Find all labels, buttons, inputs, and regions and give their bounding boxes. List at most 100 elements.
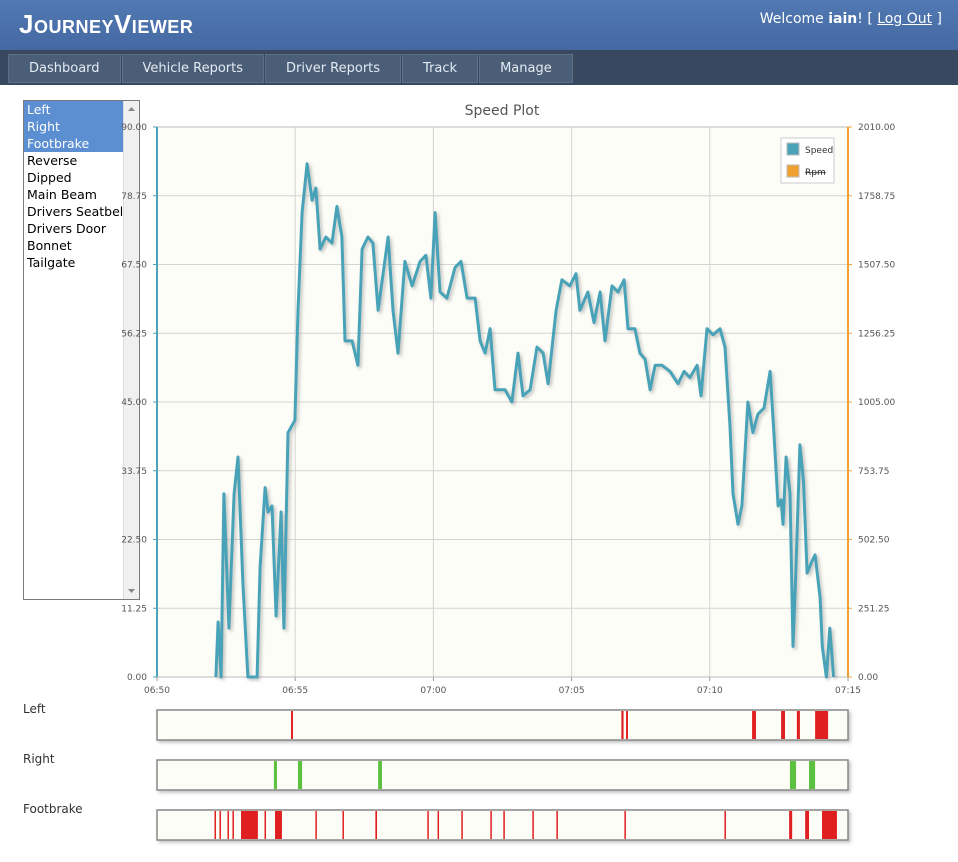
scroll-arrows — [128, 107, 135, 593]
chart-title: Speed Plot — [465, 103, 540, 119]
signal-item[interactable]: Drivers Seatbelt — [27, 204, 129, 219]
event-mark — [214, 811, 216, 839]
punct: [ — [867, 11, 873, 27]
x-tick-label: 07:15 — [835, 686, 861, 696]
y2-tick-label: 1758.75 — [858, 192, 895, 202]
y-tick-label: 22.50 — [121, 536, 147, 546]
chart: Speed Plot 0.00 11.25 22.50 33.75 45.00 56.25… — [23, 103, 895, 841]
x-tick-label: 07:00 — [420, 686, 446, 696]
signal-item[interactable]: Left — [24, 101, 123, 118]
signal-item[interactable]: Footbrake — [24, 135, 123, 152]
strip-label: Left — [23, 702, 46, 716]
event-mark — [291, 711, 293, 739]
y2-tick-label: 0.00 — [858, 673, 878, 683]
event-mark — [275, 811, 282, 839]
event-mark — [789, 761, 797, 789]
event-mark — [822, 811, 837, 839]
punct: ] — [936, 11, 942, 27]
x-tick-label: 07:05 — [559, 686, 585, 696]
event-mark — [297, 761, 303, 789]
app-title: JourneyViewer — [19, 9, 194, 39]
y-tick-label: 90.00 — [121, 123, 147, 133]
nav-tab[interactable]: Dashboard — [8, 54, 121, 83]
event-mark — [796, 711, 800, 739]
event-mark — [264, 811, 267, 839]
header: JourneyViewer Welcome iain! [ Log Out ] — [0, 0, 958, 50]
event-mark — [427, 811, 429, 839]
signal-item[interactable]: Main Beam — [27, 187, 97, 202]
y-tick-label: 67.50 — [121, 261, 147, 271]
nav-bar: Dashboard Vehicle Reports Driver Reports Tr… — [0, 50, 958, 85]
event-mark — [781, 711, 785, 739]
legend-label: Speed — [805, 146, 833, 156]
y2-tick-label: 251.25 — [858, 604, 890, 614]
signal-item[interactable]: Dipped — [27, 170, 72, 185]
signal-item[interactable]: Bonnet — [27, 238, 72, 253]
signal-items: Left Right Footbrake Reverse Dipped Main Beam… — [24, 101, 139, 271]
nav-tab[interactable]: Driver Reports — [265, 54, 402, 83]
strip-box — [156, 709, 849, 741]
event-mark — [232, 811, 234, 839]
strip-box — [156, 759, 849, 791]
nav-tab[interactable]: Vehicle Reports — [121, 54, 265, 83]
event-mark — [378, 761, 382, 789]
event-mark — [219, 811, 221, 839]
tabs: Dashboard Vehicle Reports Driver Reports Tr… — [8, 54, 574, 83]
welcome: Welcome iain! [ Log Out ] — [760, 11, 942, 27]
nav-tab[interactable]: Manage — [479, 54, 573, 83]
event-mark — [724, 811, 726, 839]
strip-label: Footbrake — [23, 802, 83, 816]
signal-item[interactable]: Tailgate — [27, 255, 76, 270]
event-mark — [315, 811, 317, 839]
y-tick-label: 45.00 — [121, 398, 147, 408]
signal-list[interactable]: Left Right Footbrake Reverse Dipped Main Beam… — [23, 100, 140, 600]
y2-tick-label: 1005.00 — [858, 398, 895, 408]
welcome-text: Welcome — [759, 11, 824, 27]
strip-box — [156, 809, 849, 841]
event-mark — [789, 811, 793, 839]
event-mark — [809, 761, 816, 789]
y2-tick-label: 2010.00 — [858, 123, 895, 133]
event-mark — [227, 811, 229, 839]
event-mark — [624, 811, 626, 839]
x-tick-label: 07:10 — [697, 686, 723, 696]
event-mark — [621, 711, 624, 739]
nav-tab[interactable]: Track — [402, 54, 479, 83]
event-mark — [532, 811, 534, 839]
event-mark — [752, 711, 756, 739]
x-tick-label: 06:55 — [282, 686, 308, 696]
y2-tick-label: 1507.50 — [858, 261, 895, 271]
y2-tick-label: 502.50 — [858, 536, 890, 546]
event-mark — [815, 711, 829, 739]
legend-label: Rpm — [805, 168, 826, 178]
legend-swatch — [786, 142, 800, 156]
strip-label: Right — [23, 752, 55, 766]
event-mark — [342, 811, 344, 839]
event-mark — [241, 811, 258, 839]
logout-link[interactable]: Log Out — [877, 11, 933, 27]
y-tick-label: 0.00 — [127, 673, 147, 683]
event-mark — [461, 811, 463, 839]
y2-tick-label: 1256.25 — [858, 329, 895, 339]
signal-item[interactable]: Right — [24, 118, 123, 135]
signal-item[interactable]: Reverse — [27, 153, 78, 168]
punct: ! — [857, 11, 863, 27]
y-tick-label: 11.25 — [121, 604, 147, 614]
y-tick-label: 78.75 — [121, 192, 147, 202]
y-tick-label: 56.25 — [121, 329, 147, 339]
legend-swatch — [786, 164, 800, 178]
event-mark — [273, 761, 277, 789]
event-mark — [626, 711, 628, 739]
event-mark — [375, 811, 378, 839]
event-mark — [490, 811, 492, 839]
event-mark — [503, 811, 505, 839]
scrollbar[interactable] — [123, 101, 139, 599]
y-tick-label: 33.75 — [121, 467, 147, 477]
event-mark — [805, 811, 810, 839]
event-mark — [556, 811, 558, 839]
signal-item[interactable]: Drivers Door — [27, 221, 107, 236]
series-line — [214, 162, 836, 679]
x-tick-label: 06:50 — [144, 686, 170, 696]
user-name: iain — [828, 11, 858, 27]
